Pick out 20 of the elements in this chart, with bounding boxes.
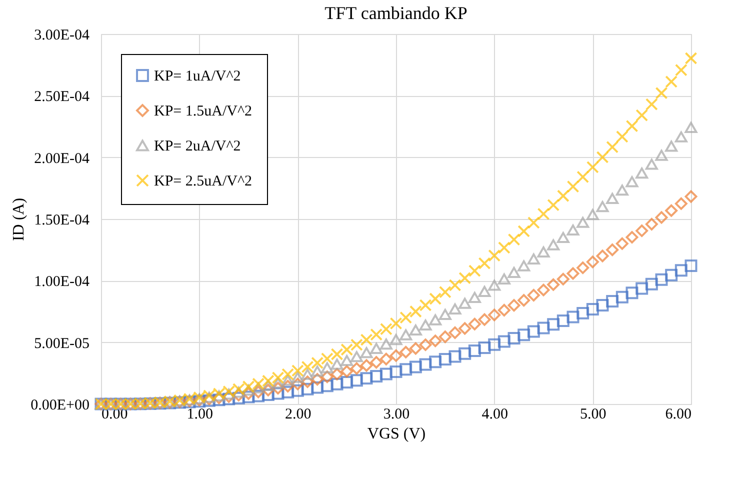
y-tick-label: 2.50E-04	[34, 89, 90, 106]
x-tick-label: 1.00	[186, 406, 213, 422]
chart-title: TFT cambiando KP	[324, 3, 468, 23]
y-tick-label: 1.50E-04	[34, 212, 90, 228]
legend-label: KP= 1.5uA/V^2	[154, 104, 252, 120]
y-tick-label: 2.00E-04	[34, 150, 90, 167]
y-tick-label: 3.00E-04	[34, 28, 90, 44]
y-tick-label: 1.00E-04	[34, 274, 90, 290]
x-tick-label: 6.00	[665, 406, 692, 422]
x-axis-title: VGS (V)	[367, 426, 426, 442]
y-tick-label: 0.00E+00	[30, 398, 90, 414]
x-tick-label: 3.00	[383, 406, 410, 422]
y-axis-title: ID (A)	[10, 198, 28, 242]
legend-label: KP= 2.5uA/V^2	[154, 174, 252, 190]
x-tick-label: 2.00	[285, 406, 312, 422]
x-tick-label: 4.00	[482, 406, 508, 422]
legend-label: KP= 2uA/V^2	[154, 138, 241, 154]
x-tick-label: 5.00	[580, 406, 606, 422]
legend-label: KP= 1uA/V^2	[154, 68, 241, 84]
y-tick-label: 5.00E-05	[34, 336, 90, 352]
